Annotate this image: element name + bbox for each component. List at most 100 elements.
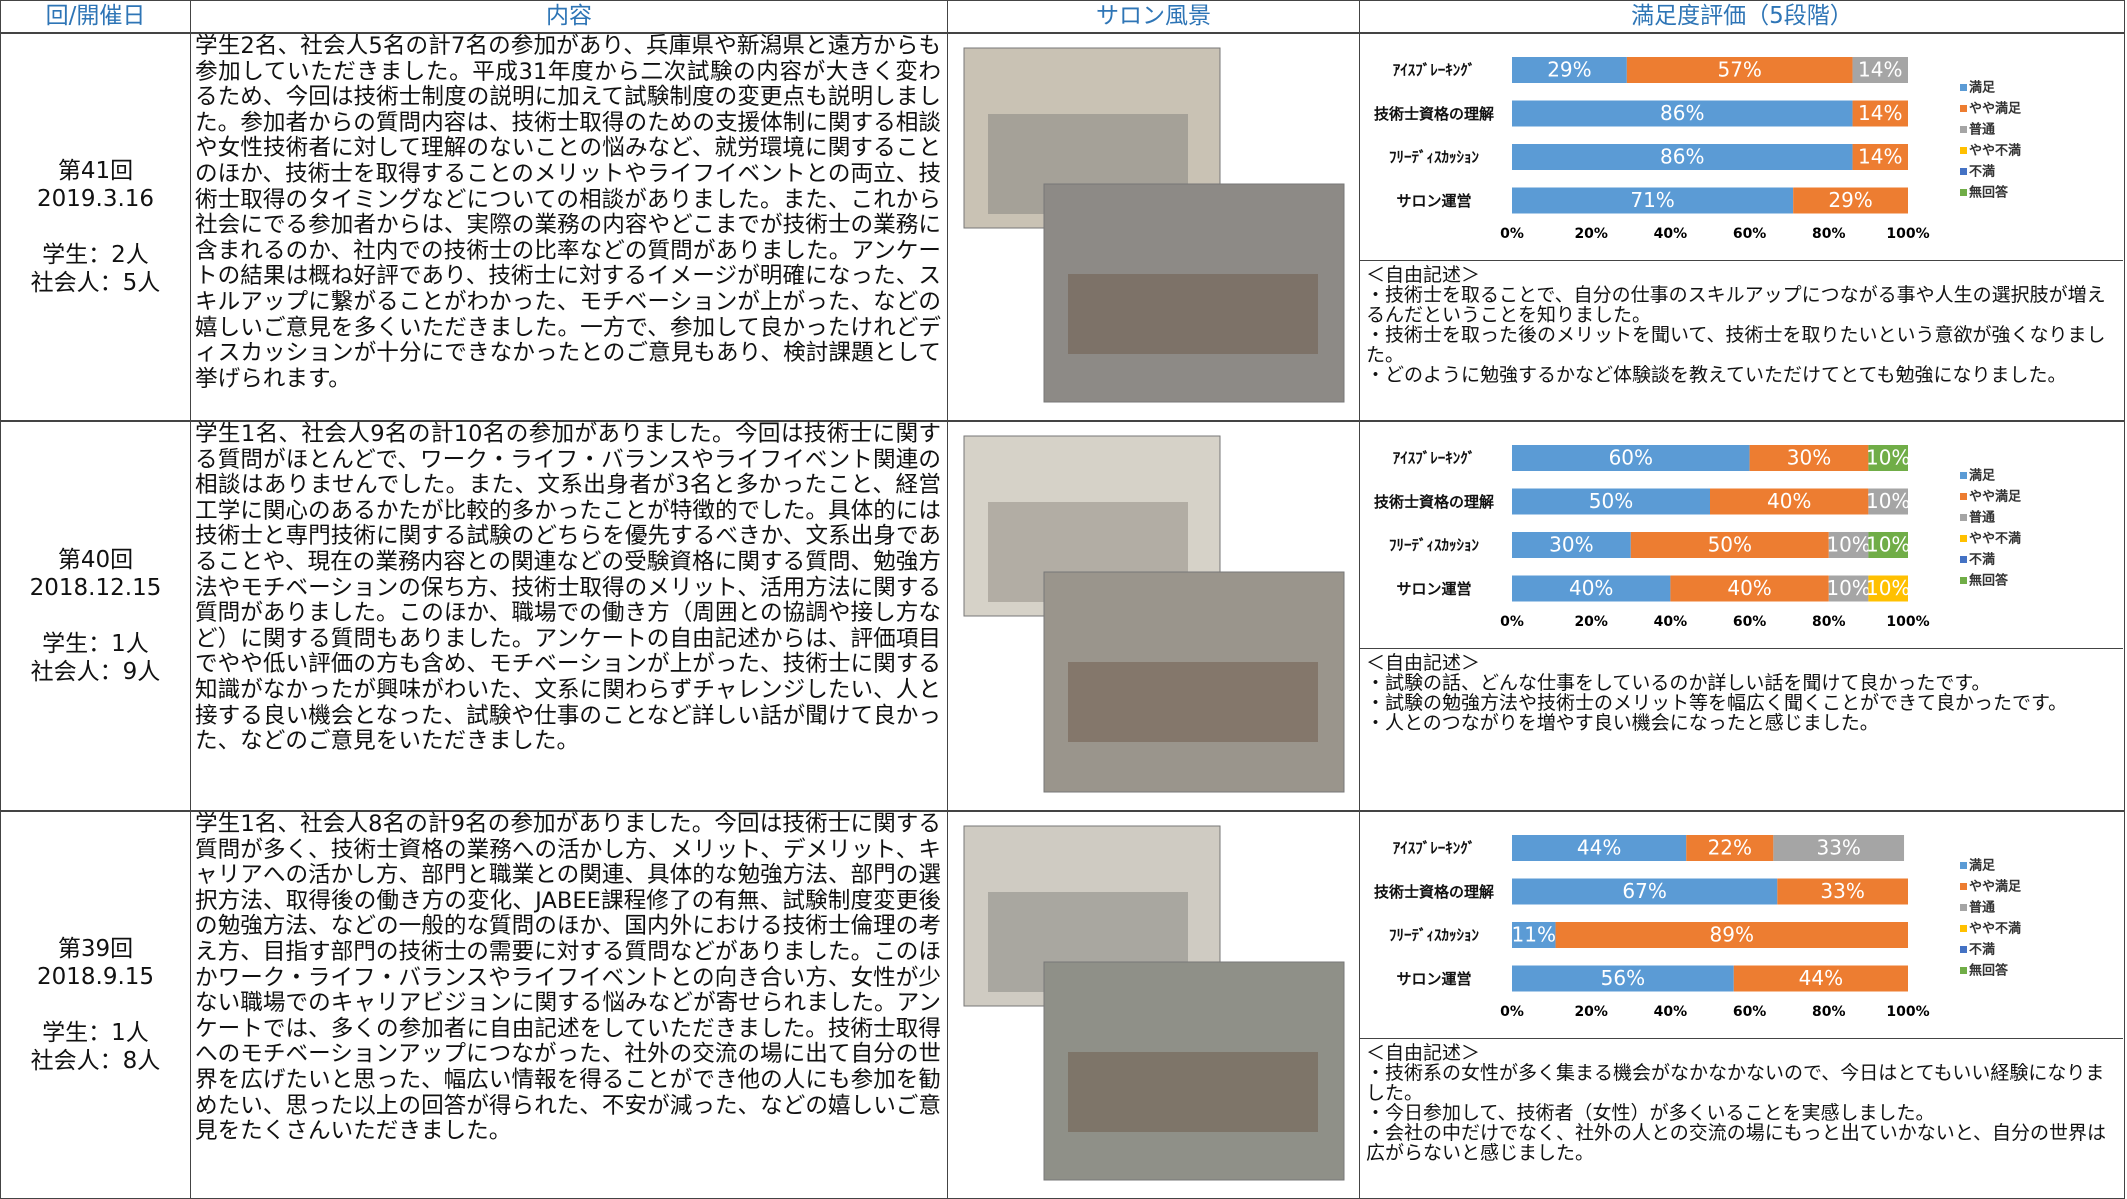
value-label: 67% <box>1622 879 1666 903</box>
x-tick-label: 20% <box>1574 1004 1608 1020</box>
category-label: サロン運営 <box>1360 567 1508 611</box>
photos <box>948 422 1358 809</box>
value-label: 10% <box>1866 446 1910 470</box>
x-tick-label: 0% <box>1500 614 1524 630</box>
photos <box>948 34 1358 419</box>
category-label-box: ﾌﾘｰﾃﾞｨｽｶｯｼｮﾝ <box>1360 913 1508 957</box>
value-label: 33% <box>1820 879 1864 903</box>
category-label: ﾌﾘｰﾃﾞｨｽｶｯｼｮﾝ <box>1360 523 1508 567</box>
value-label: 44% <box>1799 966 1843 990</box>
content: 学生1名、社会人9名の計10名の参加がありました。今回は技術士に関する質問がほと… <box>190 421 948 811</box>
date-cell: 第40回2018.12.15学生：1人社会人：9人 <box>0 421 191 811</box>
value-label: 40% <box>1727 576 1771 600</box>
x-tick-label: 100% <box>1886 614 1929 630</box>
legend-label: 普通 <box>1969 900 1995 916</box>
x-tick-label: 60% <box>1733 226 1767 242</box>
header-cell: サロン風景 <box>947 0 1360 33</box>
photo-detail <box>1068 274 1318 354</box>
x-tick-label: 60% <box>1733 614 1767 630</box>
legend-label: 不満 <box>1969 942 1995 958</box>
value-label: 10% <box>1826 533 1870 557</box>
category-label-box: ｱｲｽﾌﾞﾚｰｷﾝｸﾞ <box>1360 826 1508 870</box>
legend-swatch <box>1960 883 1967 890</box>
x-tick-label: 0% <box>1500 226 1524 242</box>
photo-detail <box>1068 662 1318 742</box>
free-text-item: ・どのように勉強するかなど体験談を教えていただけてとても勉強になりました。 <box>1366 365 2118 385</box>
legend-swatch <box>1960 577 1967 584</box>
workers: 社会人：8人 <box>31 1047 161 1075</box>
x-tick-label: 60% <box>1733 1004 1767 1020</box>
value-label: 71% <box>1630 188 1674 212</box>
value-label: 30% <box>1549 533 1593 557</box>
legend-label: 無回答 <box>1969 185 2009 201</box>
category-label-box: ｱｲｽﾌﾞﾚｰｷﾝｸﾞ <box>1360 48 1508 92</box>
value-label: 89% <box>1710 923 1754 947</box>
free-text-heading: ＜自由記述＞ <box>1366 265 2118 285</box>
value-label: 30% <box>1787 446 1831 470</box>
value-label: 29% <box>1828 188 1872 212</box>
category-label-box: ﾌﾘｰﾃﾞｨｽｶｯｼｮﾝ <box>1360 523 1508 567</box>
x-tick-label: 100% <box>1886 226 1929 242</box>
category-label-box: サロン運営 <box>1360 567 1508 611</box>
free-text-heading: ＜自由記述＞ <box>1366 653 2118 673</box>
legend-label: 不満 <box>1969 552 1995 568</box>
legend-swatch <box>1960 126 1967 133</box>
legend-label: 満足 <box>1969 858 1996 874</box>
legend-swatch <box>1960 946 1967 953</box>
free-text: ＜自由記述＞・試験の話、どんな仕事をしているのか詳しい話を聞けて良かったです。・… <box>1360 649 2124 737</box>
value-label: 11% <box>1512 923 1556 947</box>
category-label: ﾌﾘｰﾃﾞｨｽｶｯｼｮﾝ <box>1360 913 1508 957</box>
x-tick-label: 80% <box>1812 1004 1846 1020</box>
legend-label: やや不満 <box>1969 143 2021 159</box>
legend-label: 無回答 <box>1969 963 2009 979</box>
legend-label: 普通 <box>1969 122 1995 138</box>
legend-swatch <box>1960 535 1967 542</box>
legend-label: やや満足 <box>1969 879 2022 895</box>
legend-swatch <box>1960 105 1967 112</box>
date-cell: 第41回2019.3.16学生：2人社会人：5人 <box>0 33 191 421</box>
legend-swatch <box>1960 556 1967 563</box>
photo-cell <box>947 33 1360 421</box>
x-tick-label: 40% <box>1654 614 1688 630</box>
x-tick-label: 40% <box>1654 226 1688 242</box>
x-tick-label: 100% <box>1886 1004 1929 1020</box>
students: 学生：2人 <box>42 241 149 269</box>
chart-cell: ｱｲｽﾌﾞﾚｰｷﾝｸﾞ60%30%10%技術士資格の理解50%40%10%ﾌﾘｰ… <box>1359 421 2125 811</box>
free-text-item: ・技術系の女性が多く集まる機会がなかなかないので、今日はとてもいい経験になりまし… <box>1366 1063 2118 1103</box>
legend-label: やや不満 <box>1969 921 2021 937</box>
legend-label: やや満足 <box>1969 489 2022 505</box>
legend-swatch <box>1960 147 1967 154</box>
value-label: 50% <box>1589 489 1633 513</box>
legend-swatch <box>1960 967 1967 974</box>
value-label: 40% <box>1767 489 1811 513</box>
category-label: ｱｲｽﾌﾞﾚｰｷﾝｸﾞ <box>1360 48 1508 92</box>
legend-swatch <box>1960 84 1967 91</box>
legend-label: 不満 <box>1969 164 1995 180</box>
x-tick-label: 20% <box>1574 614 1608 630</box>
photos <box>948 812 1358 1197</box>
legend-label: やや満足 <box>1969 101 2022 117</box>
value-label: 10% <box>1826 576 1870 600</box>
content: 学生2名、社会人5名の計7名の参加があり、兵庫県や新潟県と遠方からも参加していた… <box>190 33 948 421</box>
category-label: サロン運営 <box>1360 179 1508 223</box>
legend-label: 普通 <box>1969 510 1995 526</box>
chart: ｱｲｽﾌﾞﾚｰｷﾝｸﾞ60%30%10%技術士資格の理解50%40%10%ﾌﾘｰ… <box>1360 422 2123 649</box>
category-label-box: ﾌﾘｰﾃﾞｨｽｶｯｼｮﾝ <box>1360 135 1508 179</box>
photo-cell <box>947 421 1360 811</box>
value-label: 60% <box>1609 446 1653 470</box>
legend-swatch <box>1960 514 1967 521</box>
free-text: ＜自由記述＞・技術系の女性が多く集まる機会がなかなかないので、今日はとてもいい経… <box>1360 1039 2124 1167</box>
header-cell: 内容 <box>190 0 948 33</box>
category-label-box: サロン運営 <box>1360 179 1508 223</box>
category-label-box: 技術士資格の理解 <box>1360 480 1508 524</box>
workers: 社会人：5人 <box>31 269 161 297</box>
free-text-item: ・会社の中だけでなく、社外の人との交流の場にもっと出ていかないと、自分の世界は広… <box>1366 1123 2118 1163</box>
free-text-item: ・技術士を取った後のメリットを聞いて、技術士を取りたいという意欲が強くなりました… <box>1366 325 2118 365</box>
x-tick-label: 20% <box>1574 226 1608 242</box>
category-label: サロン運営 <box>1360 957 1508 1001</box>
x-tick-label: 40% <box>1654 1004 1688 1020</box>
x-tick-label: 0% <box>1500 1004 1524 1020</box>
legend-swatch <box>1960 904 1967 911</box>
category-label: ｱｲｽﾌﾞﾚｰｷﾝｸﾞ <box>1360 826 1508 870</box>
